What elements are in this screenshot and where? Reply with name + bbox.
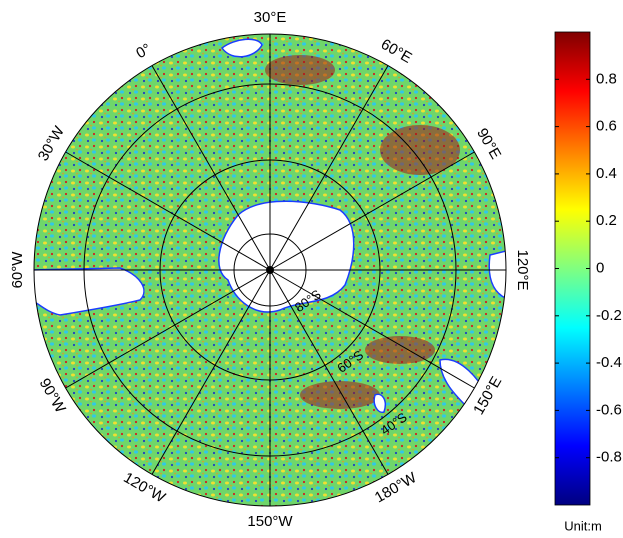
colorbar-tick-label: 0.2 bbox=[596, 212, 617, 229]
colorbar-tick-label: -0.4 bbox=[596, 354, 622, 371]
colorbar-tick-label: 0.4 bbox=[596, 165, 617, 182]
meridian-label: 60°E bbox=[378, 36, 415, 67]
meridian-label: 0° bbox=[133, 40, 154, 62]
colorbar bbox=[555, 32, 590, 505]
meridian-label: 60°W bbox=[9, 251, 26, 289]
meridian-label: 150°W bbox=[247, 513, 293, 530]
colorbar-tick-label: -0.8 bbox=[596, 449, 622, 466]
meridian-label: 30°E bbox=[254, 9, 287, 26]
unit-label: Unit:m bbox=[564, 518, 602, 533]
map-figure: Unit:m 30°E60°E90°E120°E150°E180°W150°W1… bbox=[0, 0, 623, 538]
colorbar-tick-label: -0.6 bbox=[596, 401, 622, 418]
colorbar-tick-label: 0.6 bbox=[596, 118, 617, 135]
colorbar-tick-label: 0.8 bbox=[596, 70, 617, 87]
colorbar-tick-label: 0 bbox=[596, 259, 604, 276]
meridian-label: 120°E bbox=[514, 249, 531, 290]
meridian-label: 90°E bbox=[473, 125, 504, 162]
colorbar-tick-label: -0.2 bbox=[596, 307, 622, 324]
